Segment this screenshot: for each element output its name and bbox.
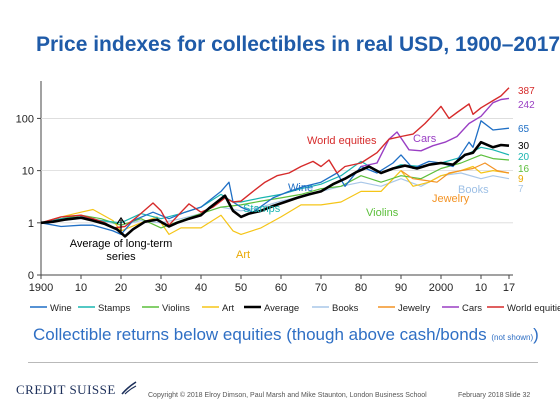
legend-label-cars: Cars (462, 303, 482, 314)
end-label-world-equities: 387 (518, 86, 535, 97)
legend-label-average: Average (264, 303, 299, 314)
annotation-books: Books (458, 184, 489, 196)
series-line-average (40, 140, 510, 238)
series-line-wine (40, 120, 510, 236)
legend-label-art: Art (222, 303, 235, 314)
end-label-violins: 16 (518, 164, 530, 175)
x-tick-label: 20 (115, 282, 127, 294)
x-tick-label: 50 (235, 282, 247, 294)
annotation-violins: Violins (366, 207, 399, 219)
legend-label-jewelry: Jewelry (398, 303, 430, 314)
series-line-cars (360, 97, 510, 168)
subtitle-note: (not shown) (491, 333, 534, 342)
x-tick-label: 1900 (29, 282, 53, 294)
series-line-world-equities (40, 87, 510, 229)
x-tick-label: 10 (475, 282, 487, 294)
x-axis: 1900 10 20 30 40 50 60 70 80 90 2000 10 17 (29, 275, 515, 294)
annotation-stamps: Stamps (243, 203, 281, 215)
x-tick-label: 80 (355, 282, 367, 294)
annotation-cars: Cars (413, 133, 437, 145)
end-label-cars: 242 (518, 100, 535, 111)
footer-divider (28, 362, 538, 363)
annotation-art: Art (236, 249, 250, 261)
y-tick-label: 0 (28, 270, 34, 282)
legend-label-world-equities: World equities (507, 303, 560, 314)
x-tick-label: 40 (195, 282, 207, 294)
end-label-art: 9 (518, 174, 524, 185)
copyright-text: Copyright © 2018 Elroy Dimson, Paul Mars… (148, 392, 427, 399)
series-line-violins (40, 154, 510, 229)
annotation-average: Average of long-term series (70, 238, 173, 263)
x-tick-label: 60 (275, 282, 287, 294)
chart-title: Price indexes for collectibles in real U… (36, 33, 560, 56)
end-label-wine: 65 (518, 124, 530, 135)
subtitle-close: ) (533, 325, 539, 344)
credit-suisse-logo: CREDIT SUISSE (16, 380, 138, 398)
logo-text: CREDIT SUISSE (16, 382, 116, 397)
annotation-world-equities: World equities (307, 135, 377, 147)
footer-date: February 2018 (458, 392, 504, 399)
legend-label-wine: Wine (50, 303, 72, 314)
subtitle-main: Collectible returns below equities (thou… (33, 325, 487, 344)
end-label-average: 30 (518, 141, 530, 152)
x-tick-label: 30 (155, 282, 167, 294)
legend-label-violins: Violins (162, 303, 190, 314)
x-tick-label: 17 (503, 282, 515, 294)
end-label-books: 7 (518, 184, 524, 195)
x-tick-label: 90 (395, 282, 407, 294)
chart-subtitle: Collectible returns below equities (thou… (33, 325, 539, 345)
x-tick-label: 10 (75, 282, 87, 294)
legend: Wine Stamps Violins Art Average Books Jewelry C… (30, 303, 560, 314)
y-tick-label: 1 (28, 218, 34, 230)
annotations: World equities Cars Wine Stamps Violins Jewel… (70, 133, 489, 263)
sail-icon (120, 381, 136, 395)
series-line-jewelry (400, 162, 510, 183)
series-lines (40, 87, 510, 238)
annotation-wine: Wine (288, 182, 313, 194)
y-tick-label: 10 (22, 166, 34, 178)
annotation-jewelry: Jewelry (432, 193, 470, 205)
series-line-art (40, 165, 510, 235)
slide-number: Slide 32 (505, 392, 531, 399)
legend-label-books: Books (332, 303, 359, 314)
legend-label-stamps: Stamps (98, 303, 130, 314)
annotation-arrowhead (116, 216, 126, 225)
plot-frame (40, 81, 513, 276)
x-tick-label: 2000 (429, 282, 453, 294)
end-label-stamps: 20 (518, 152, 530, 163)
x-tick-label: 70 (315, 282, 327, 294)
y-tick-label: 100 (16, 113, 34, 125)
